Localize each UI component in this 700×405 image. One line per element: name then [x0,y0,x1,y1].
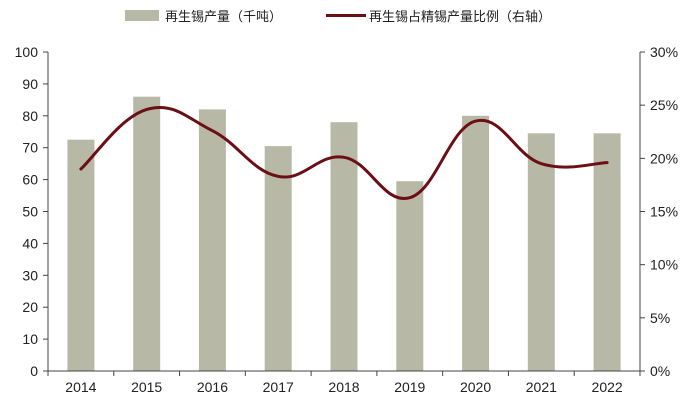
left-tick-label: 50 [22,204,38,220]
bar-2017 [264,146,292,371]
legend-line-label: 再生锡占精锡产量比例（右轴） [369,10,551,25]
plot-area: 0 10 20 30 40 50 60 70 80 90 100 0% 5% 10% 15% 20% 25% 30… [15,44,678,395]
left-tick-label: 100 [15,44,39,60]
right-tick-label: 15% [650,204,678,220]
left-tick-label: 60 [22,172,38,188]
left-tick-label: 30 [22,267,38,283]
x-tick-label: 2018 [328,379,359,395]
bar-2021 [527,133,555,371]
left-tick-label: 40 [22,235,38,251]
right-tick-label: 5% [650,310,670,326]
bar-2022 [593,133,621,371]
right-tick-label: 30% [650,44,678,60]
legend-bar-swatch [125,10,159,21]
left-tick-label: 80 [22,108,38,124]
bar-2014 [67,139,95,371]
right-tick-label: 20% [650,150,678,166]
x-tick-label: 2015 [131,379,162,395]
bar-2016 [198,109,226,372]
left-tick-label: 20 [22,299,38,315]
x-tick-label: 2019 [394,379,425,395]
left-tick-label: 0 [30,363,38,379]
right-tick-label: 25% [650,97,678,113]
bar-2019 [396,181,424,371]
legend: 再生锡产量（千吨） 再生锡占精锡产量比例（右轴） [125,10,551,25]
right-tick-label: 10% [650,257,678,273]
x-tick-label: 2021 [526,379,557,395]
bar-2020 [462,115,490,371]
left-tick-label: 90 [22,76,38,92]
left-tick-label: 10 [22,331,38,347]
x-tick-label: 2014 [65,379,96,395]
x-tick-label: 2016 [197,379,228,395]
bar-2018 [330,122,358,371]
legend-bar-label: 再生锡产量（千吨） [165,10,282,25]
bar-2015 [133,96,161,371]
x-tick-label: 2017 [263,379,294,395]
x-tick-label: 2020 [460,379,491,395]
right-tick-label: 0% [650,363,670,379]
x-tick-label: 2022 [592,379,623,395]
left-tick-label: 70 [22,140,38,156]
